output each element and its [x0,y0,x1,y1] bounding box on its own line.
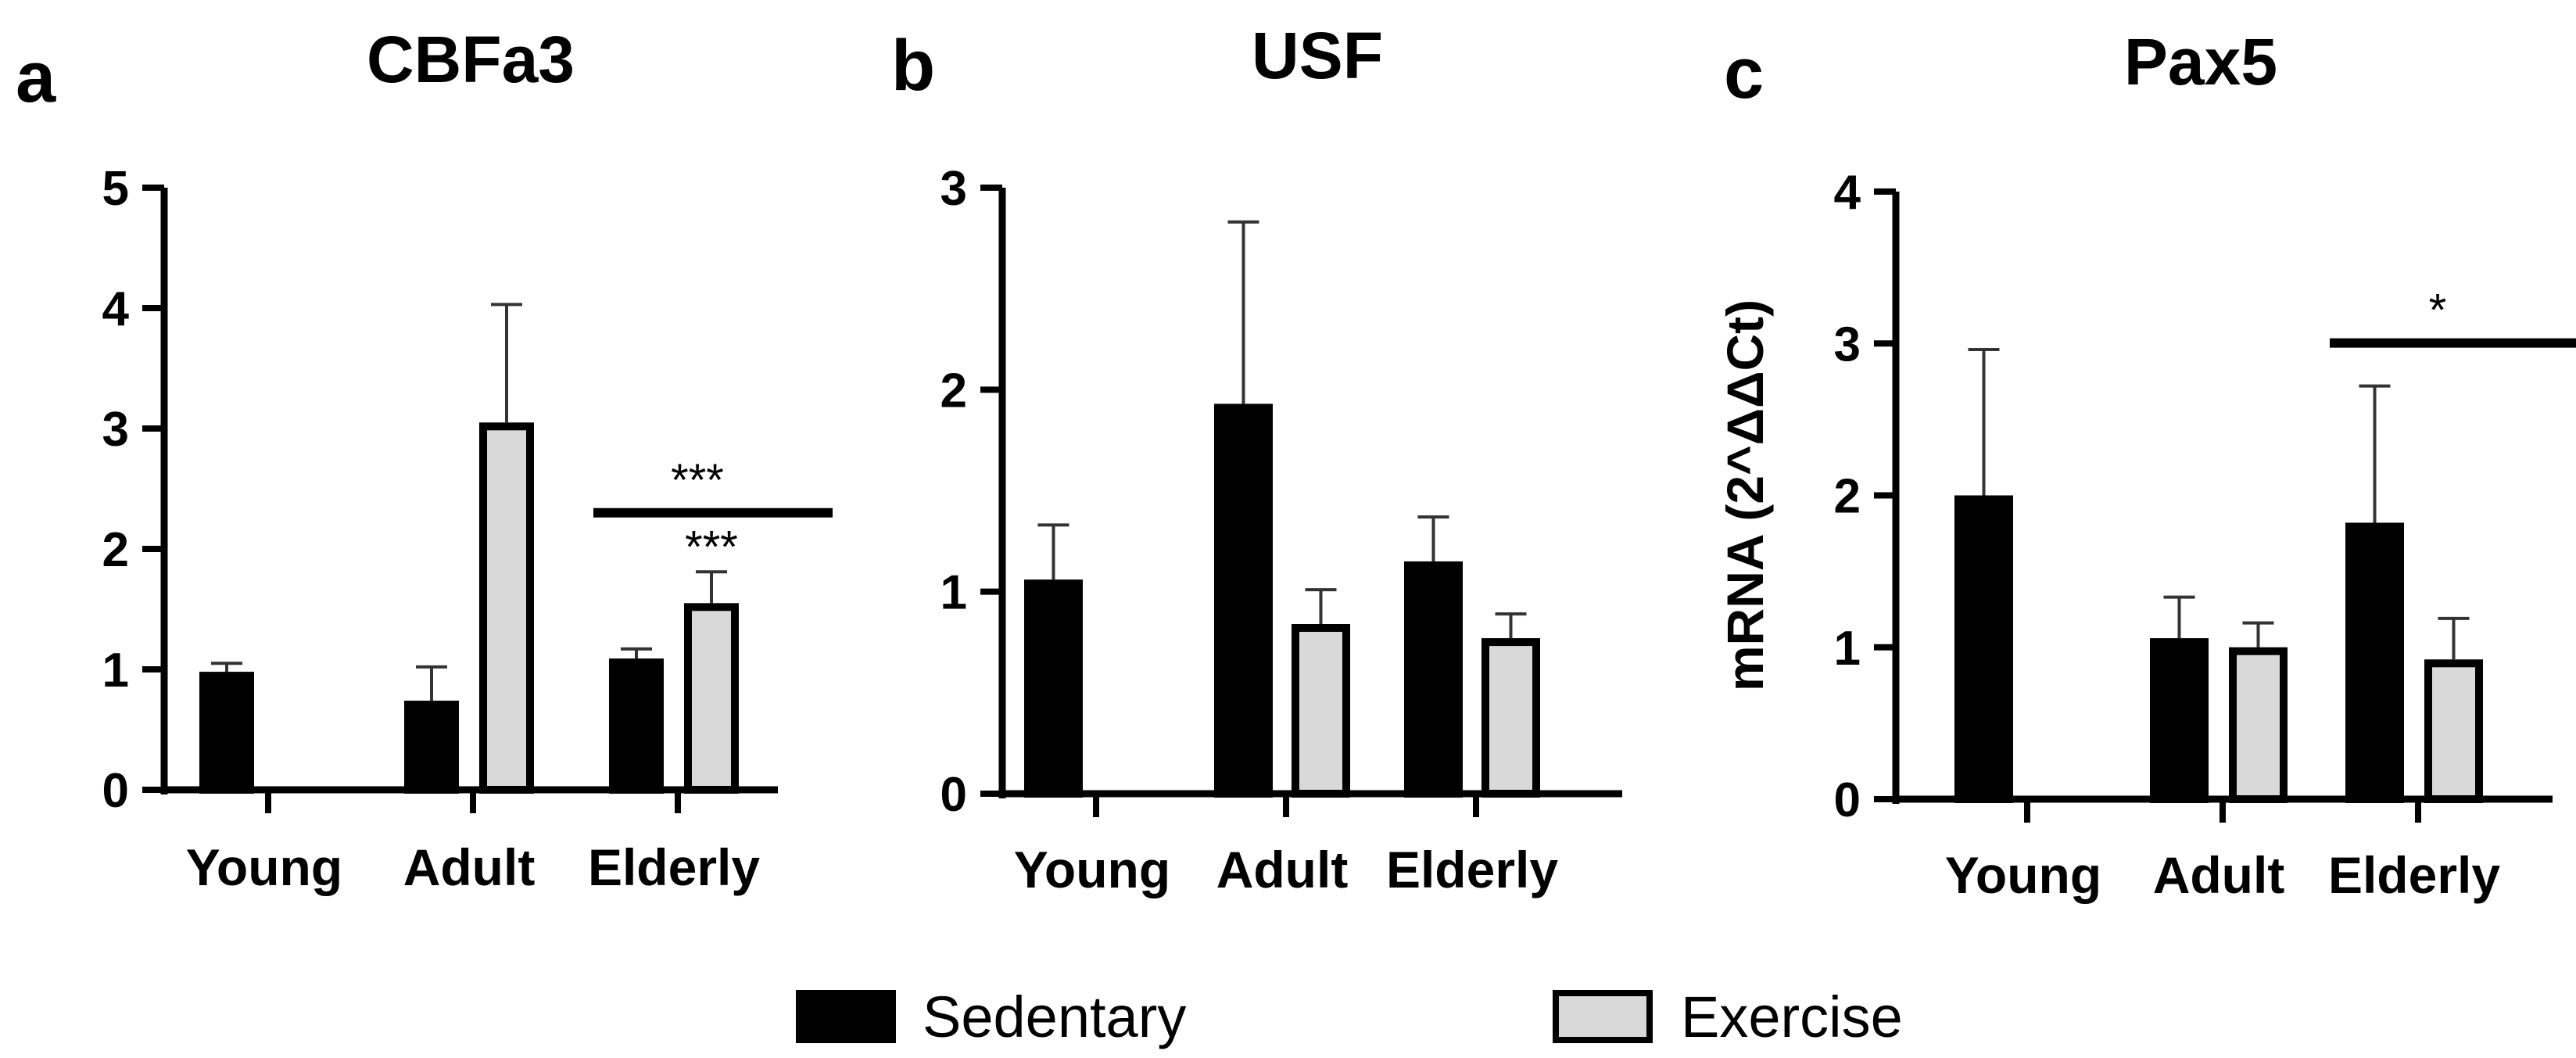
y-tick-label-a-5: 5 [102,162,129,216]
x-tick-label-b-young: Young [1014,841,1170,898]
y-axis-label-c: mRNA (2^ΔΔCt) [1716,299,1774,691]
significance-label-a-0: *** [671,455,724,506]
y-tick-label-b-3: 3 [940,162,967,216]
bar-a-adult-exercise [479,422,534,794]
bar-b-adult-sedentary [1214,403,1273,798]
x-tick-label-a-adult: Adult [403,838,536,896]
x-tick-label-c-elderly: Elderly [2328,846,2500,904]
y-tick-label-b-1: 1 [940,566,967,620]
chart-title-c: Pax5 [2124,25,2277,99]
y-tick-label-c-1: 1 [1834,622,1861,676]
chart-title-b: USF [1252,19,1383,92]
panel-letter-c: c [1724,34,1764,113]
bar-b-elderly-sedentary [1404,561,1463,798]
panel-letter-b: b [891,26,935,106]
legend-label-sedentary: Sedentary [923,984,1186,1049]
y-tick-label-a-0: 0 [102,764,129,818]
x-tick-label-b-elderly: Elderly [1386,841,1558,898]
bar-c-elderly-sedentary [2345,522,2404,804]
y-tick-label-b-0: 0 [940,768,967,822]
panel-letter-a: a [16,38,56,117]
y-tick-label-a-3: 3 [102,403,129,457]
significance-label-c-0: * [2429,285,2447,336]
y-tick-label-c-0: 0 [1834,773,1861,827]
y-tick-label-a-2: 2 [102,523,129,577]
y-tick-label-c-2: 2 [1834,470,1861,524]
bar-b-adult-exercise [1292,624,1350,798]
charts-group: a CBFa3 Young Adult Elderly 0 1 2 3 4 5 *** *** b USF Y… [16,19,2576,904]
bar-a-adult-sedentary [404,701,459,794]
bar-a-elderly-sedentary [609,658,664,794]
x-tick-label-a-young: Young [186,838,342,896]
x-tick-label-a-elderly: Elderly [588,838,760,896]
y-tick-label-c-3: 3 [1834,317,1861,371]
y-tick-label-c-4: 4 [1834,166,1861,220]
bar-c-young-sedentary [1954,495,2013,803]
y-tick-label-a-1: 1 [102,644,129,698]
x-tick-label-b-adult: Adult [1216,841,1349,898]
chart-title-a: CBFa3 [367,23,575,96]
bar-b-elderly-exercise [1481,638,1540,798]
legend-swatch-sedentary [796,990,896,1043]
x-tick-label-c-young: Young [1945,846,2101,904]
legend-swatch-exercise [1553,990,1653,1043]
legend-label-exercise: Exercise [1681,984,1903,1049]
bar-a-elderly-exercise [684,603,739,794]
bar-b-young-sedentary [1024,579,1083,798]
bar-c-adult-exercise [2229,647,2288,803]
bar-c-elderly-exercise [2424,659,2483,803]
bar-c-adult-sedentary [2150,638,2209,803]
y-tick-label-a-4: 4 [102,282,130,336]
x-tick-label-c-adult: Adult [2153,846,2285,904]
significance-label-a-1: *** [685,522,738,572]
bar-a-young-sedentary [199,672,254,794]
y-tick-label-b-2: 2 [940,364,967,418]
legend: Sedentary Exercise [796,984,1903,1049]
